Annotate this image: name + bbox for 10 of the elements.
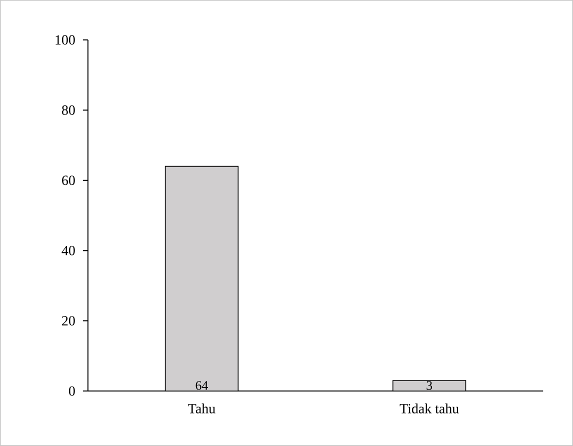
x-tick-label: Tidak tahu <box>400 404 459 414</box>
y-tick-label: 20 <box>62 316 75 326</box>
y-tick-label: 80 <box>62 105 75 115</box>
y-tick-label: 0 <box>68 386 75 396</box>
y-tick-label: 100 <box>56 35 75 45</box>
data-label: 3 <box>426 381 432 390</box>
x-tick-label: Tahu <box>188 404 216 414</box>
y-tick-label: 40 <box>62 246 75 256</box>
y-tick-label: 60 <box>62 176 75 186</box>
data-label: 64 <box>196 381 208 390</box>
